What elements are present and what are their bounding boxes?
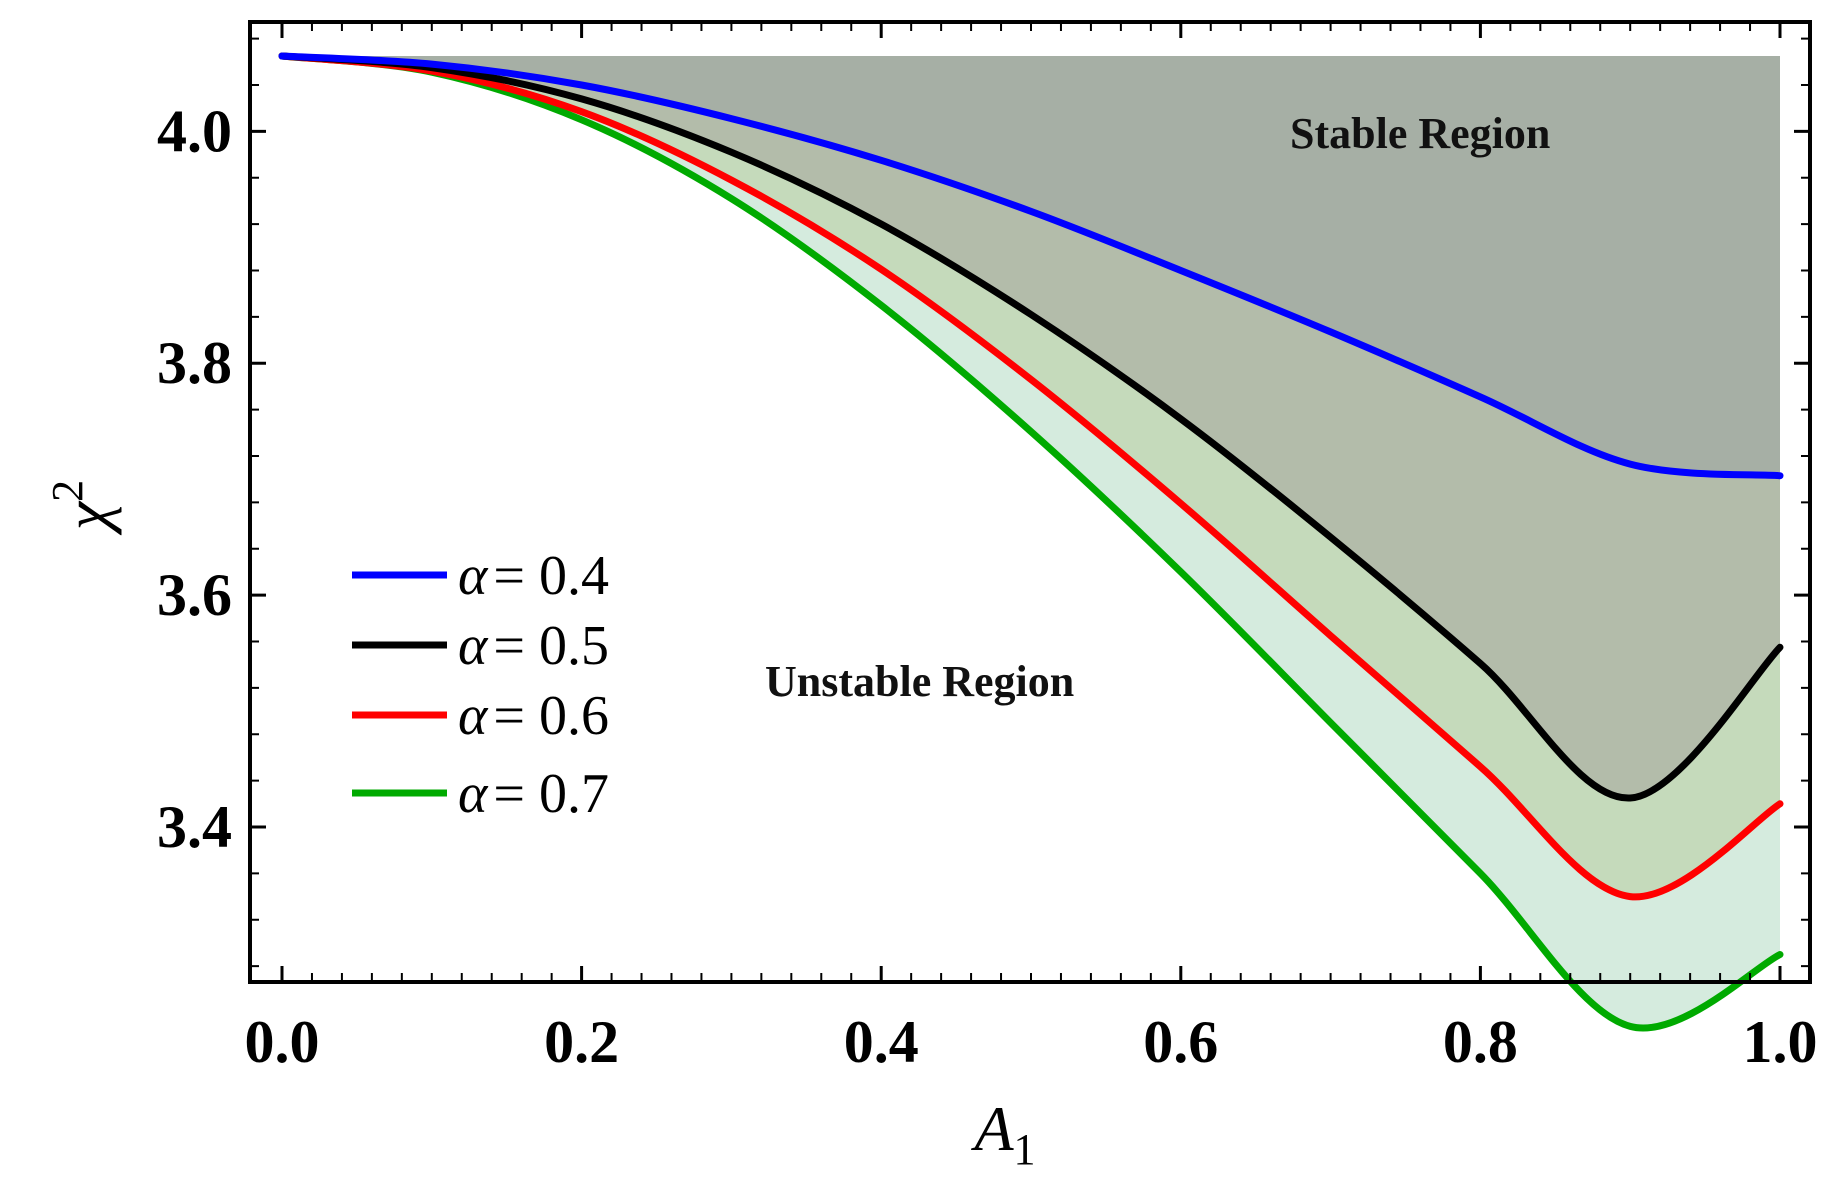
legend-label: α = 0.7 [458,763,609,825]
legend-value: = 0.4 [493,545,609,607]
x-axis-label-main: A [970,1093,1014,1164]
legend-symbol: α [458,763,489,825]
series-line-alpha-0-4 [278,52,1784,480]
stable-region-label: Stable Region [1290,109,1550,158]
y-axis-label: χ2 [43,480,122,536]
y-tick-labels: 3.4 3.6 3.8 4.0 [157,98,232,860]
legend-item-alpha-0-5: α = 0.5 [352,615,609,677]
axis-ticks [250,22,1810,982]
series-line-alpha-0-6 [278,52,1784,901]
band-fill-alpha-0-5-0-6 [282,56,1780,897]
band-fill-alpha-0-6-0-7 [282,56,1780,1029]
x-tick-label: 0.2 [544,1009,619,1075]
x-tick-labels: 0.0 0.2 0.4 0.6 0.8 1.0 [245,1009,1818,1075]
series-line-alpha-0-7 [278,52,1784,1032]
unstable-region-label: Unstable Region [765,657,1074,706]
legend-value: = 0.6 [493,685,609,747]
region-fills [282,56,1780,1029]
legend-value: = 0.7 [493,763,609,825]
y-tick-label: 4.0 [157,98,232,164]
legend-symbol: α [458,615,489,677]
legend-label: α = 0.5 [458,615,609,677]
stable-region-fill [282,56,1780,476]
x-tick-label: 0.8 [1443,1009,1518,1075]
x-tick-label: 0.0 [245,1009,320,1075]
legend-label: α = 0.6 [458,685,609,747]
legend-value: = 0.5 [493,615,609,677]
y-axis-label-main: χ [51,500,122,536]
legend-label: α = 0.4 [458,545,609,607]
band-fill-alpha-0-4-0-5 [282,56,1780,799]
x-tick-label: 0.4 [844,1009,919,1075]
series-curves [278,52,1784,1032]
series-line-alpha-0-5 [278,52,1784,802]
legend-item-alpha-0-6: α = 0.6 [352,685,609,747]
x-tick-label: 0.6 [1143,1009,1218,1075]
y-axis-label-superscript: 2 [43,480,92,502]
x-tick-label: 1.0 [1743,1009,1818,1075]
legend-item-alpha-0-7: α = 0.7 [352,763,609,825]
y-tick-label: 3.4 [157,794,232,860]
legend-symbol: α [458,545,489,607]
y-tick-label: 3.6 [157,562,232,628]
legend-item-alpha-0-4: α = 0.4 [352,545,609,607]
x-axis-label: A1 [970,1093,1035,1174]
legend-symbol: α [458,685,489,747]
y-tick-label: 3.8 [157,330,232,396]
x-axis-label-subscript: 1 [1014,1125,1036,1174]
legend: α = 0.4 α = 0.5 α = 0.6 α = 0.7 [352,545,609,825]
